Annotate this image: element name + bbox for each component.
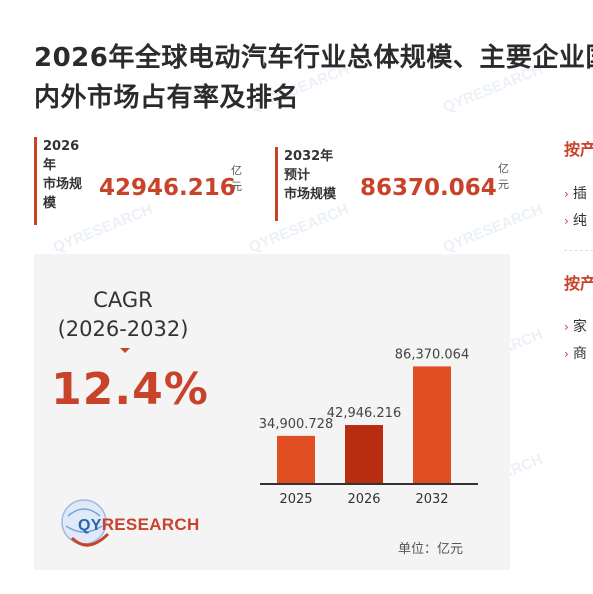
chevron-right-icon: ›: [564, 187, 569, 201]
bar-2026: [345, 425, 383, 483]
segment-item[interactable]: › 商: [564, 343, 587, 363]
data-label-2032: 86,370.064: [395, 347, 469, 362]
cagr-value: 12.4%: [51, 364, 209, 415]
stat-value: 42946.216: [99, 175, 236, 201]
brand-suffix: RESEARCH: [101, 515, 200, 534]
stat-current-market-size: 2026 年 市场规 模 42946.216 亿 元: [34, 137, 264, 225]
brand-prefix: QY: [78, 517, 102, 534]
cagr-label: CAGR (2026-2032): [57, 288, 189, 341]
tick-label-2026: 2026: [347, 492, 380, 507]
caret-down-icon: [120, 348, 130, 353]
tick-label-2025: 2025: [279, 492, 312, 507]
bar-2032: [413, 366, 451, 483]
bar-2025: [277, 435, 315, 483]
unit-label: 单位：亿元: [398, 542, 464, 557]
segment-item-label: 商: [572, 346, 587, 362]
segment-item[interactable]: › 家: [564, 316, 587, 336]
segment-item-label: 纯: [572, 213, 587, 229]
segment-heading-2: 按产: [564, 274, 593, 293]
stat-unit: 亿 元: [231, 164, 242, 193]
segment-item[interactable]: › 纯: [564, 210, 587, 230]
segment-item-label: 家: [572, 319, 587, 335]
data-label-2025: 34,900.728: [259, 417, 333, 432]
chevron-right-icon: ›: [564, 347, 569, 361]
segment-item[interactable]: › 插: [564, 183, 587, 203]
segment-item-label: 插: [572, 186, 587, 202]
divider: [564, 250, 593, 251]
segment-heading-1: 按产: [564, 140, 593, 159]
tick-label-2032: 2032: [415, 492, 448, 507]
chevron-right-icon: ›: [564, 214, 569, 228]
page-title: 2026年全球电动汽车行业总体规模、主要企业国内外市场占有率及排名: [34, 43, 593, 113]
qyresearch-logo: [61, 499, 110, 547]
stat-label: 2032年 预计 市场规模: [284, 149, 337, 202]
data-label-2026: 42,946.216: [327, 406, 401, 421]
market-size-bar-chart: 34,900.728 2025 42,946.216 2026 86,370.064 20…: [259, 347, 478, 507]
stat-label: 2026 年 市场规 模: [43, 139, 83, 211]
stat-unit: 亿 元: [498, 162, 509, 191]
stat-value: 86370.064: [360, 175, 497, 201]
chevron-right-icon: ›: [564, 320, 569, 334]
brand-name: QYRESEARCH: [78, 515, 200, 535]
stat-forecast-market-size: 2032年 预计 市场规模 86370.064 亿 元: [275, 147, 525, 221]
